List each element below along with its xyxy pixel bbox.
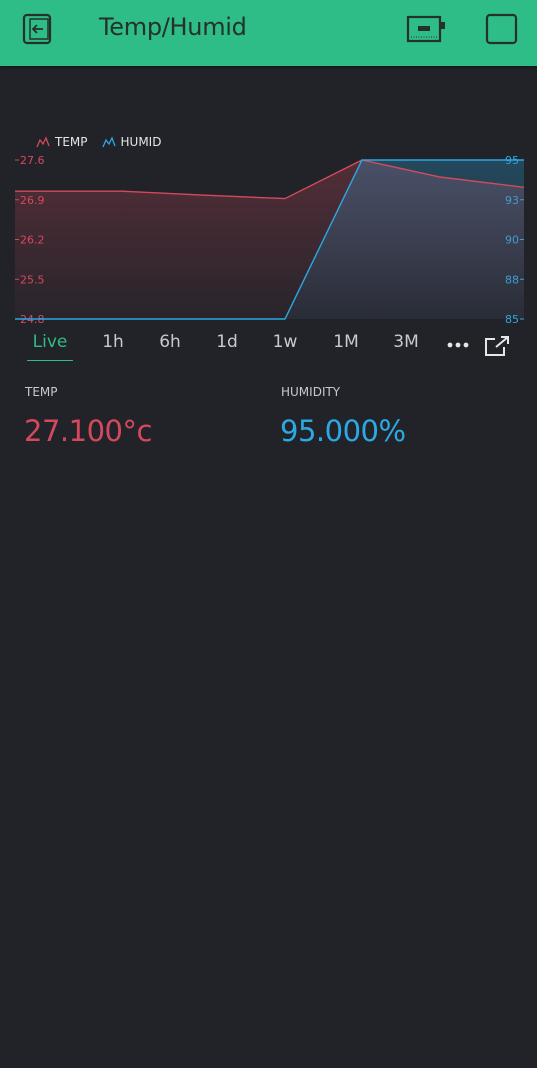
tab-1m[interactable]: 1M [333, 332, 359, 352]
tab-1w[interactable]: 1w [272, 332, 298, 352]
exit-icon[interactable] [21, 12, 57, 46]
tab-1d[interactable]: 1d [216, 332, 238, 352]
tab-live[interactable]: Live [32, 332, 68, 352]
temp-value: 27.100°c [24, 414, 152, 448]
legend-temp: TEMP [36, 135, 88, 149]
legend-humid: HUMID [101, 135, 162, 149]
legend-humid-label: HUMID [120, 135, 162, 149]
app-header: Temp/Humid [0, 0, 537, 66]
stop-icon[interactable] [484, 12, 520, 46]
active-tab-indicator [27, 360, 73, 361]
left-axis-tick: 27.6 [20, 154, 45, 167]
legend-temp-label: TEMP [55, 135, 88, 149]
humid-line [15, 159, 524, 320]
chart-legend: TEMP HUMID [36, 135, 161, 149]
tab-6h[interactable]: 6h [159, 332, 181, 352]
page-title: Temp/Humid [99, 13, 247, 41]
more-icon[interactable] [447, 340, 469, 350]
line-chart-icon [101, 136, 116, 148]
device-icon[interactable] [406, 12, 448, 46]
tab-3m[interactable]: 3M [393, 332, 419, 352]
humidity-label: HUMIDITY [281, 385, 341, 399]
chart-canvas: 27.626.926.225.524.8 9593908885 [15, 154, 525, 326]
tab-1h[interactable]: 1h [102, 332, 124, 352]
time-range-tabs: Live 1h 6h 1d 1w 1M 3M [0, 332, 537, 362]
line-chart-icon [36, 136, 50, 148]
humidity-value: 95.000% [280, 414, 406, 448]
temp-label: TEMP [25, 385, 58, 399]
temp-line [15, 159, 525, 200]
temp-humid-chart: 27.626.926.225.524.8 9593908885 [0, 128, 537, 333]
humid-area [15, 160, 524, 319]
expand-icon[interactable] [484, 335, 510, 357]
